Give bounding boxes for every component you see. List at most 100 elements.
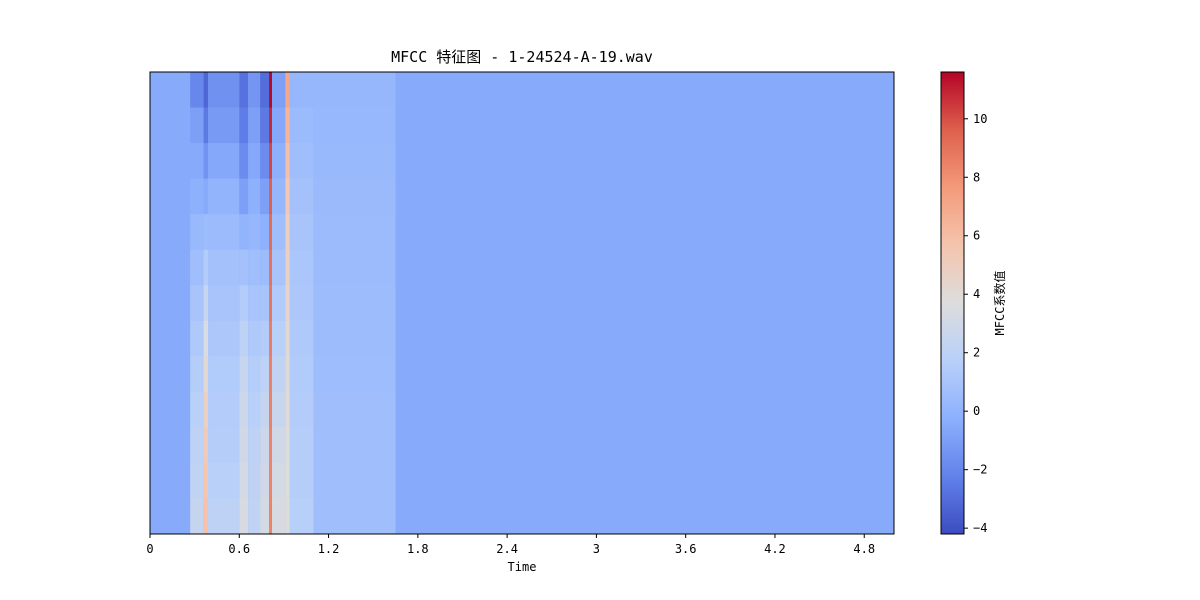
heatmap-cell (269, 178, 273, 215)
heatmap-cell (239, 143, 249, 180)
heatmap-cell (190, 214, 204, 251)
colorbar (941, 72, 964, 534)
heatmap-cell (260, 72, 270, 109)
heatmap-cell (203, 72, 209, 109)
heatmap-cell (203, 249, 209, 286)
plot-area-frame (149, 71, 895, 535)
heatmap-cell (269, 107, 273, 144)
heatmap-cell (269, 320, 273, 357)
heatmap-cell (289, 356, 314, 393)
colorbar-tick-label: 8 (973, 170, 980, 184)
colorbar-tick-label: 10 (973, 112, 987, 126)
heatmap-cell (248, 107, 261, 144)
heatmap-cell (289, 462, 314, 499)
heatmap-cell (285, 462, 290, 499)
heatmap-cell (272, 498, 286, 535)
heatmap-cell (203, 214, 209, 251)
heatmap-cell (269, 249, 273, 286)
heatmap-cell (239, 391, 249, 428)
heatmap-cell (289, 391, 314, 428)
heatmap-cell (208, 462, 240, 499)
heatmap-cell (208, 178, 240, 215)
heatmap-cell (313, 107, 396, 144)
heatmap-cell (289, 214, 314, 251)
heatmap-cell (313, 143, 396, 180)
heatmap-cell (190, 178, 204, 215)
heatmap-cell (313, 249, 396, 286)
heatmap-cell (285, 249, 290, 286)
heatmap-cell (239, 320, 249, 357)
heatmap-cell (289, 285, 314, 322)
heatmap-cell (285, 178, 290, 215)
heatmap-cell (208, 285, 240, 322)
heatmap-cell (269, 356, 273, 393)
heatmap-cell (203, 356, 209, 393)
heatmap-cell (203, 143, 209, 180)
heatmap-cell (248, 72, 261, 109)
heatmap-cell (260, 285, 270, 322)
x-tick-label: 3.6 (675, 542, 697, 556)
heatmap-cell (239, 462, 249, 499)
heatmap-cell (239, 178, 249, 215)
heatmap-cell (260, 320, 270, 357)
heatmap-cell (285, 214, 290, 251)
x-axis-label: Time (508, 560, 537, 574)
colorbar-tick-label: 0 (973, 404, 980, 418)
heatmap-cell (285, 285, 290, 322)
heatmap (150, 72, 894, 535)
heatmap-cell (239, 72, 249, 109)
heatmap-cell (313, 72, 396, 109)
heatmap-cell (313, 462, 396, 499)
heatmap-cell (269, 143, 273, 180)
heatmap-cell (208, 72, 240, 109)
heatmap-cell (285, 498, 290, 535)
heatmap-cell (272, 249, 286, 286)
heatmap-cell (260, 356, 270, 393)
heatmap-cell (203, 285, 209, 322)
heatmap-cell (190, 143, 204, 180)
heatmap-cell (272, 143, 286, 180)
heatmap-cell (272, 356, 286, 393)
heatmap-cell (269, 285, 273, 322)
heatmap-cell (260, 214, 270, 251)
heatmap-cell (260, 107, 270, 144)
colorbar-axis: −4 −2 0 2 4 6 8 10 (964, 112, 987, 535)
heatmap-cell (203, 391, 209, 428)
heatmap-cell (260, 143, 270, 180)
heatmap-cell (313, 214, 396, 251)
colorbar-tick-label: −4 (973, 521, 987, 535)
heatmap-cell (272, 285, 286, 322)
heatmap-cell (208, 143, 240, 180)
heatmap-cell (248, 214, 261, 251)
heatmap-cell (260, 249, 270, 286)
colorbar-tick-label: −2 (973, 463, 987, 477)
heatmap-cell (269, 214, 273, 251)
heatmap-cell (208, 427, 240, 464)
heatmap-cell (190, 391, 204, 428)
heatmap-cell (208, 214, 240, 251)
heatmap-cell (272, 214, 286, 251)
heatmap-cell (272, 72, 286, 109)
heatmap-cell (190, 427, 204, 464)
heatmap-cell (190, 356, 204, 393)
x-tick-label: 2.4 (496, 542, 518, 556)
heatmap-cell (285, 143, 290, 180)
heatmap-cell (208, 320, 240, 357)
heatmap-cell (313, 285, 396, 322)
heatmap-cell (313, 356, 396, 393)
colorbar-tick-label: 4 (973, 287, 980, 301)
heatmap-cell (269, 72, 273, 109)
heatmap-cell (248, 498, 261, 535)
heatmap-cell (260, 462, 270, 499)
chart-title: MFCC 特征图 - 1-24524-A-19.wav (391, 48, 653, 66)
heatmap-cell (272, 391, 286, 428)
heatmap-cell (313, 178, 396, 215)
x-tick-label: 0 (146, 542, 153, 556)
heatmap-cell (248, 249, 261, 286)
x-tick-label: 1.8 (407, 542, 429, 556)
heatmap-cell (289, 427, 314, 464)
x-axis: 0 0.6 1.2 1.8 2.4 3 3.6 4.2 4.8 (146, 534, 875, 556)
heatmap-cell (269, 462, 273, 499)
heatmap-cell (203, 462, 209, 499)
colorbar-tick-label: 6 (973, 229, 980, 243)
